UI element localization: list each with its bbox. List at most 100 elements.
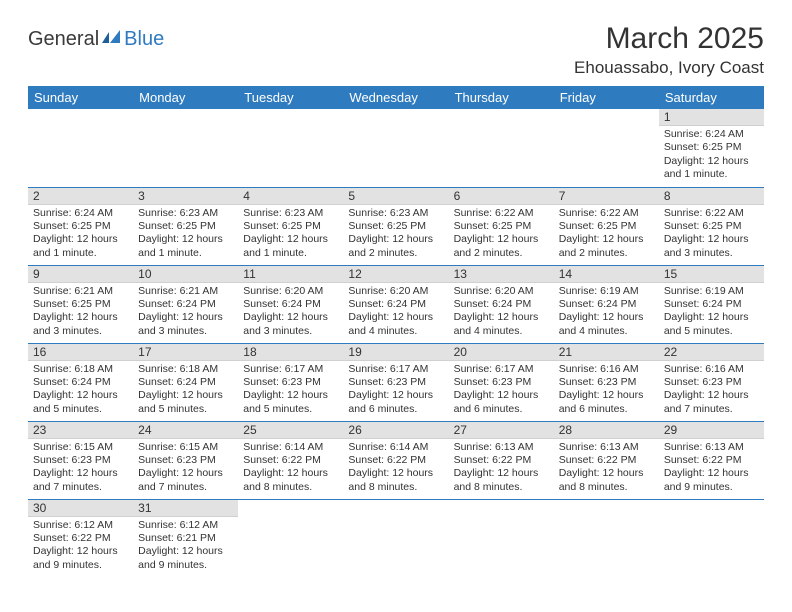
day-number: 27 (449, 422, 554, 439)
calendar-cell: 21Sunrise: 6:16 AMSunset: 6:23 PMDayligh… (554, 343, 659, 421)
day-detail: Sunrise: 6:20 AMSunset: 6:24 PMDaylight:… (238, 283, 343, 342)
sunrise-text: Sunrise: 6:23 AM (348, 207, 443, 220)
daylight-text: Daylight: 12 hours and 1 minute. (243, 233, 338, 260)
calendar-cell (238, 499, 343, 577)
daylight-text: Daylight: 12 hours and 3 minutes. (138, 311, 233, 338)
calendar-cell: 12Sunrise: 6:20 AMSunset: 6:24 PMDayligh… (343, 265, 448, 343)
calendar-cell: 13Sunrise: 6:20 AMSunset: 6:24 PMDayligh… (449, 265, 554, 343)
calendar-cell: 29Sunrise: 6:13 AMSunset: 6:22 PMDayligh… (659, 421, 764, 499)
day-number: 1 (659, 109, 764, 126)
sunset-text: Sunset: 6:25 PM (33, 220, 128, 233)
calendar-cell: 5Sunrise: 6:23 AMSunset: 6:25 PMDaylight… (343, 187, 448, 265)
flag-icon (102, 28, 122, 51)
day-number: 31 (133, 500, 238, 517)
sunrise-text: Sunrise: 6:21 AM (138, 285, 233, 298)
sunset-text: Sunset: 6:22 PM (559, 454, 654, 467)
daylight-text: Daylight: 12 hours and 8 minutes. (243, 467, 338, 494)
daylight-text: Daylight: 12 hours and 2 minutes. (559, 233, 654, 260)
day-number: 5 (343, 188, 448, 205)
sunrise-text: Sunrise: 6:17 AM (348, 363, 443, 376)
daylight-text: Daylight: 12 hours and 1 minute. (138, 233, 233, 260)
day-number: 23 (28, 422, 133, 439)
daylight-text: Daylight: 12 hours and 8 minutes. (348, 467, 443, 494)
day-detail: Sunrise: 6:17 AMSunset: 6:23 PMDaylight:… (449, 361, 554, 420)
calendar-cell: 11Sunrise: 6:20 AMSunset: 6:24 PMDayligh… (238, 265, 343, 343)
sunset-text: Sunset: 6:25 PM (559, 220, 654, 233)
daylight-text: Daylight: 12 hours and 6 minutes. (348, 389, 443, 416)
day-detail: Sunrise: 6:13 AMSunset: 6:22 PMDaylight:… (554, 439, 659, 498)
day-detail: Sunrise: 6:21 AMSunset: 6:25 PMDaylight:… (28, 283, 133, 342)
daylight-text: Daylight: 12 hours and 8 minutes. (454, 467, 549, 494)
daylight-text: Daylight: 12 hours and 7 minutes. (138, 467, 233, 494)
sunrise-text: Sunrise: 6:17 AM (454, 363, 549, 376)
sunrise-text: Sunrise: 6:14 AM (348, 441, 443, 454)
sunrise-text: Sunrise: 6:20 AM (454, 285, 549, 298)
day-number: 16 (28, 344, 133, 361)
day-number: 12 (343, 266, 448, 283)
day-detail: Sunrise: 6:15 AMSunset: 6:23 PMDaylight:… (28, 439, 133, 498)
day-detail: Sunrise: 6:23 AMSunset: 6:25 PMDaylight:… (133, 205, 238, 264)
sunset-text: Sunset: 6:25 PM (33, 298, 128, 311)
sunset-text: Sunset: 6:25 PM (664, 220, 759, 233)
sunrise-text: Sunrise: 6:16 AM (664, 363, 759, 376)
sunrise-text: Sunrise: 6:20 AM (243, 285, 338, 298)
sunset-text: Sunset: 6:24 PM (664, 298, 759, 311)
calendar-week: 2Sunrise: 6:24 AMSunset: 6:25 PMDaylight… (28, 187, 764, 265)
daylight-text: Daylight: 12 hours and 9 minutes. (664, 467, 759, 494)
calendar-week: 30Sunrise: 6:12 AMSunset: 6:22 PMDayligh… (28, 499, 764, 577)
daylight-text: Daylight: 12 hours and 1 minute. (33, 233, 128, 260)
sunset-text: Sunset: 6:22 PM (664, 454, 759, 467)
day-detail: Sunrise: 6:19 AMSunset: 6:24 PMDaylight:… (554, 283, 659, 342)
title-block: March 2025 Ehouassabo, Ivory Coast (574, 22, 764, 78)
day-number: 15 (659, 266, 764, 283)
calendar-cell: 16Sunrise: 6:18 AMSunset: 6:24 PMDayligh… (28, 343, 133, 421)
sunrise-text: Sunrise: 6:15 AM (138, 441, 233, 454)
sunset-text: Sunset: 6:23 PM (348, 376, 443, 389)
col-sunday: Sunday (28, 86, 133, 109)
calendar-cell: 26Sunrise: 6:14 AMSunset: 6:22 PMDayligh… (343, 421, 448, 499)
day-detail: Sunrise: 6:24 AMSunset: 6:25 PMDaylight:… (659, 126, 764, 185)
sunset-text: Sunset: 6:24 PM (243, 298, 338, 311)
sunrise-text: Sunrise: 6:24 AM (664, 128, 759, 141)
day-number: 3 (133, 188, 238, 205)
calendar-cell: 3Sunrise: 6:23 AMSunset: 6:25 PMDaylight… (133, 187, 238, 265)
day-number: 8 (659, 188, 764, 205)
calendar-cell (554, 499, 659, 577)
logo-text-1: General (28, 28, 99, 51)
daylight-text: Daylight: 12 hours and 4 minutes. (559, 311, 654, 338)
calendar-table: Sunday Monday Tuesday Wednesday Thursday… (28, 86, 764, 577)
daylight-text: Daylight: 12 hours and 2 minutes. (454, 233, 549, 260)
day-number: 13 (449, 266, 554, 283)
sunrise-text: Sunrise: 6:12 AM (138, 519, 233, 532)
day-number: 28 (554, 422, 659, 439)
calendar-cell: 30Sunrise: 6:12 AMSunset: 6:22 PMDayligh… (28, 499, 133, 577)
daylight-text: Daylight: 12 hours and 5 minutes. (33, 389, 128, 416)
brand-logo: General Blue (28, 22, 164, 51)
day-detail: Sunrise: 6:13 AMSunset: 6:22 PMDaylight:… (659, 439, 764, 498)
day-number: 14 (554, 266, 659, 283)
calendar-cell: 17Sunrise: 6:18 AMSunset: 6:24 PMDayligh… (133, 343, 238, 421)
daylight-text: Daylight: 12 hours and 5 minutes. (243, 389, 338, 416)
day-detail: Sunrise: 6:18 AMSunset: 6:24 PMDaylight:… (28, 361, 133, 420)
daylight-text: Daylight: 12 hours and 7 minutes. (664, 389, 759, 416)
sunset-text: Sunset: 6:22 PM (33, 532, 128, 545)
sunset-text: Sunset: 6:24 PM (348, 298, 443, 311)
daylight-text: Daylight: 12 hours and 1 minute. (664, 155, 759, 182)
calendar-week: 1Sunrise: 6:24 AMSunset: 6:25 PMDaylight… (28, 109, 764, 187)
calendar-cell: 19Sunrise: 6:17 AMSunset: 6:23 PMDayligh… (343, 343, 448, 421)
calendar-cell: 10Sunrise: 6:21 AMSunset: 6:24 PMDayligh… (133, 265, 238, 343)
day-detail: Sunrise: 6:21 AMSunset: 6:24 PMDaylight:… (133, 283, 238, 342)
month-title: March 2025 (574, 22, 764, 56)
sunrise-text: Sunrise: 6:19 AM (664, 285, 759, 298)
sunrise-text: Sunrise: 6:22 AM (664, 207, 759, 220)
logo-text-2: Blue (124, 28, 164, 51)
sunrise-text: Sunrise: 6:23 AM (138, 207, 233, 220)
sunrise-text: Sunrise: 6:24 AM (33, 207, 128, 220)
sunset-text: Sunset: 6:23 PM (454, 376, 549, 389)
calendar-cell: 1Sunrise: 6:24 AMSunset: 6:25 PMDaylight… (659, 109, 764, 187)
calendar-cell: 15Sunrise: 6:19 AMSunset: 6:24 PMDayligh… (659, 265, 764, 343)
sunset-text: Sunset: 6:23 PM (138, 454, 233, 467)
calendar-cell: 6Sunrise: 6:22 AMSunset: 6:25 PMDaylight… (449, 187, 554, 265)
day-number: 26 (343, 422, 448, 439)
sunrise-text: Sunrise: 6:21 AM (33, 285, 128, 298)
